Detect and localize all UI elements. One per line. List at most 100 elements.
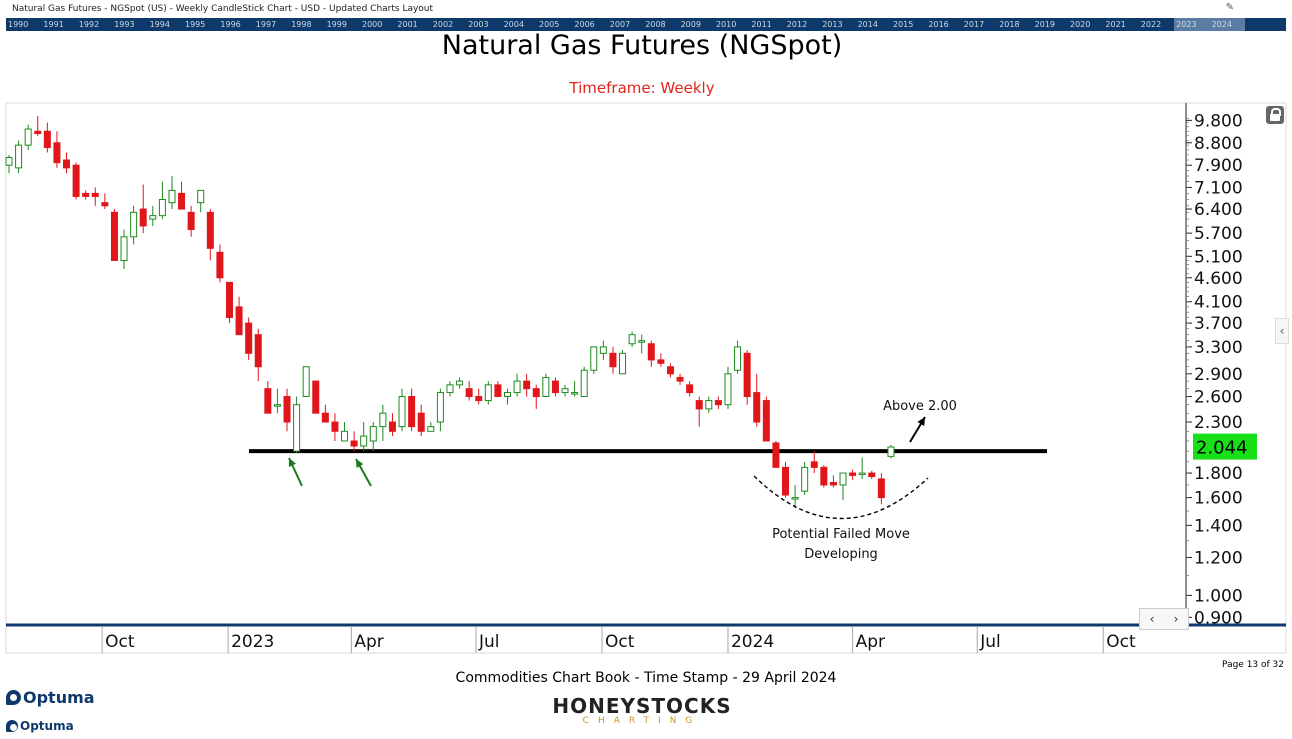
candle-body[interactable] [5,156,13,166]
timeline-year[interactable]: 2014 [857,20,878,29]
candle-body[interactable] [820,466,828,486]
candle-body[interactable] [101,202,109,207]
timeline-year[interactable]: 2007 [609,20,631,29]
timeline-year[interactable]: 2019 [1034,20,1055,29]
candle-body[interactable] [130,211,138,238]
candle-body[interactable] [187,211,195,231]
timeline-year[interactable]: 1992 [78,20,100,29]
candle-body[interactable] [599,346,607,354]
lock-icon[interactable] [1266,106,1284,124]
candle-body[interactable] [178,192,186,210]
candle-body[interactable] [791,497,799,500]
candle-body[interactable] [350,440,358,447]
candle-body[interactable] [225,281,233,319]
timeline-year[interactable]: 2008 [645,20,666,29]
candle-body[interactable] [743,352,751,398]
candle-body[interactable] [619,352,627,375]
candle-body[interactable] [695,400,703,410]
candle-body[interactable] [801,466,809,492]
candle-body[interactable] [849,472,857,476]
timeline-year[interactable]: 1998 [291,20,312,29]
candle-body[interactable] [542,376,550,398]
candle-body[interactable] [666,366,674,375]
candle-body[interactable] [254,334,262,368]
candle-body[interactable] [494,384,502,398]
scroll-left-button[interactable]: ‹ [1149,612,1155,626]
candle-body[interactable] [465,388,473,398]
candle-body[interactable] [571,392,579,395]
candle-body[interactable] [676,376,684,382]
candle-body[interactable] [657,359,665,364]
candle-body[interactable] [53,142,61,164]
timeline-year[interactable]: 2024 [1211,20,1232,29]
candle-body[interactable] [523,380,531,390]
timeline-year[interactable]: 1993 [114,20,135,29]
scroll-right-button[interactable]: › [1173,612,1179,626]
timeline-year[interactable]: 2010 [716,20,737,29]
candle-body[interactable] [197,189,205,204]
candle-body[interactable] [139,208,147,227]
candle-body[interactable] [475,396,483,402]
timeline-year[interactable]: 2004 [503,20,524,29]
candle-body[interactable] [312,380,320,414]
candle-body[interactable] [484,384,492,402]
candle-body[interactable] [532,388,540,398]
candle-body[interactable] [734,346,742,371]
candle-body[interactable] [43,130,51,149]
candle-body[interactable] [293,404,301,452]
candle-body[interactable] [772,442,780,468]
candle-body[interactable] [168,189,176,204]
timeline-year[interactable]: 2015 [893,20,914,29]
candle-body[interactable] [34,130,42,135]
timeline-year[interactable]: 2018 [999,20,1020,29]
timeline-year[interactable]: 1994 [149,20,170,29]
candle-body[interactable] [887,446,895,457]
candle-body[interactable] [436,392,444,423]
candle-body[interactable] [810,461,818,468]
candle-body[interactable] [82,192,90,197]
timeline-navigator[interactable]: 1990 1991 1992 1993 1994 1995 1996 1997 1998 1999… [6,18,1286,31]
candle-body[interactable] [647,343,655,361]
candle-body[interactable] [63,159,71,169]
candle-body[interactable] [781,466,789,496]
candle-body[interactable] [388,421,396,432]
pin-icon[interactable]: ✎ [1225,2,1234,13]
candle-body[interactable] [427,426,435,432]
candle-body[interactable] [714,400,722,406]
candle-body[interactable] [829,482,837,486]
candle-body[interactable] [15,144,23,169]
candle-body[interactable] [551,380,559,394]
candle-body[interactable] [110,211,118,261]
timeline-year[interactable]: 2022 [1140,20,1162,29]
candle-body[interactable] [24,128,32,146]
candle-body[interactable] [868,472,876,478]
chevron-left-icon[interactable]: ‹ [1275,318,1289,344]
timeline-year[interactable]: 2006 [574,20,595,29]
timeline-year[interactable]: 2016 [928,20,949,29]
candle-body[interactable] [417,412,425,432]
candle-body[interactable] [762,400,770,442]
timeline-year[interactable]: 2013 [822,20,843,29]
timeline-year[interactable]: 1991 [43,20,64,29]
candle-body[interactable] [245,322,253,354]
candle-body[interactable] [877,478,885,499]
timeline-year[interactable]: 2005 [539,20,560,29]
candle-body[interactable] [858,472,866,476]
candle-body[interactable] [503,392,511,398]
candle-body[interactable] [379,412,387,428]
candle-body[interactable] [753,392,761,423]
candle-body[interactable] [120,236,128,261]
timeline-year[interactable]: 2002 [432,20,454,29]
timeline-year[interactable]: 2012 [786,20,808,29]
candle-body[interactable] [628,334,636,345]
timeline-year[interactable]: 2017 [963,20,985,29]
candle-body[interactable] [206,211,214,249]
timeline-year[interactable]: 2009 [680,20,701,29]
candle-body[interactable] [341,430,349,442]
candle-body[interactable] [408,396,416,428]
candle-body[interactable] [398,396,406,428]
candle-body[interactable] [321,412,329,423]
candle-body[interactable] [561,388,569,394]
candle-body[interactable] [216,251,224,279]
timeline-year[interactable]: 2011 [751,20,772,29]
